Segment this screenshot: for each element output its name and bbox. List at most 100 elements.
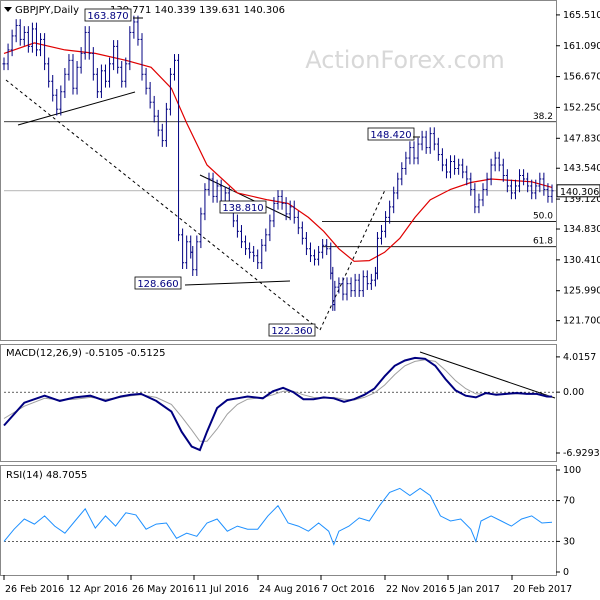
price-bar: [481, 183, 485, 207]
price-bar: [199, 207, 203, 249]
moving-average-layer: [3, 42, 553, 262]
rsi-y-tick-label: 70: [563, 496, 575, 507]
rsi-y-tick-label: 30: [563, 536, 575, 547]
price-bar: [353, 273, 357, 297]
price-bar: [272, 197, 276, 228]
price-bar: [140, 33, 144, 81]
price-bar: [34, 22, 38, 57]
price-bar: [400, 162, 404, 186]
rsi-line: [3, 487, 553, 546]
price-bar: [432, 127, 436, 151]
price-annotation-label: 128.660: [137, 279, 178, 290]
macd-y-tick-label: -6.9293: [563, 448, 600, 459]
dashed-trendline-lower: [319, 189, 386, 331]
price-bar: [469, 172, 473, 196]
price-bar: [10, 29, 14, 57]
price-y-tick-label: 130.410: [563, 255, 600, 266]
price-bar: [47, 57, 51, 88]
price-bar: [526, 172, 530, 193]
price-y-axis: 165.510 161.090 156.670 152.250 147.830 143.5…: [556, 10, 600, 327]
price-bar: [112, 40, 116, 71]
price-y-tick-label: 147.830: [563, 133, 600, 144]
macd-trendline: [419, 351, 556, 399]
last-price-box: [556, 184, 600, 198]
date-x-axis: 26 Feb 2016 12 Apr 2016 26 May 2016 11 Jul …: [3, 575, 572, 595]
price-bar: [333, 280, 337, 311]
price-bar: [215, 179, 219, 203]
price-bar: [59, 85, 63, 116]
price-y-tick-label: 139.120: [563, 194, 600, 205]
price-bar: [349, 277, 353, 297]
price-bar: [160, 123, 164, 147]
price-bar: [75, 61, 79, 95]
price-bar: [461, 158, 465, 179]
price-bar: [489, 158, 493, 186]
price-bar: [148, 81, 152, 109]
price-bar: [124, 57, 128, 88]
price-bar: [296, 211, 300, 235]
price-bar: [497, 151, 501, 172]
price-y-tick-label: 161.090: [563, 41, 600, 52]
price-bar: [345, 277, 349, 301]
ohlc-readout: 139.771 140.339 139.631 140.306: [110, 5, 285, 16]
price-bar: [513, 179, 517, 200]
price-bar: [534, 179, 538, 200]
price-bar: [292, 200, 296, 224]
price-bar: [152, 95, 156, 123]
price-bar: [43, 33, 47, 71]
price-bar: [509, 179, 513, 200]
price-bar: [412, 141, 416, 165]
price-bar: [369, 273, 373, 290]
price-annotation: 148.420: [367, 127, 415, 141]
price-bar: [436, 137, 440, 161]
price-bar: [181, 228, 185, 270]
price-bar: [103, 64, 107, 88]
price-bar: [284, 197, 288, 221]
price-bar: [264, 228, 268, 252]
x-tick-label: 5 Jan 2017: [449, 584, 500, 595]
price-annotations: 163.870 148.420 138.810 128.660 122.360: [84, 8, 420, 337]
price-bar: [396, 172, 400, 200]
price-bar: [26, 26, 30, 53]
price-bar: [22, 26, 26, 46]
price-bar: [365, 270, 369, 290]
price-bar: [239, 225, 243, 249]
price-bar: [538, 172, 542, 193]
price-panel: [0, 0, 557, 341]
price-bar: [71, 54, 75, 95]
price-bar: [63, 68, 67, 99]
fib-level-label: 50.0: [533, 212, 553, 222]
price-bar: [39, 33, 43, 57]
price-bar: [329, 242, 333, 280]
price-bar: [55, 88, 59, 116]
price-bar: [404, 151, 408, 175]
price-bar: [172, 54, 176, 81]
price-bar: [203, 183, 207, 221]
fib-level-label: 61.8: [533, 237, 553, 247]
support-trendline-top: [17, 91, 136, 126]
price-bar: [325, 238, 329, 256]
price-annotation: 122.360: [268, 323, 316, 337]
price-bar: [341, 277, 345, 301]
price-bar: [416, 137, 420, 165]
rsi-y-tick-label: 0: [563, 567, 569, 578]
x-tick-label: 22 Nov 2016: [386, 584, 447, 595]
price-bar: [542, 172, 546, 196]
price-horizontal-levels: 38.2 50.0 61.8: [4, 112, 556, 248]
price-bar: [485, 172, 489, 196]
price-bar: [136, 15, 140, 46]
price-bar: [373, 266, 377, 287]
price-bar: [91, 47, 95, 81]
x-tick-label: 26 May 2016: [132, 584, 194, 595]
price-bar: [550, 184, 554, 203]
price-bar: [248, 242, 252, 259]
collapse-triangle-icon[interactable]: [4, 7, 12, 12]
x-tick-label: 11 Jul 2016: [195, 584, 249, 595]
price-bar: [195, 235, 199, 276]
price-bar: [116, 40, 120, 74]
price-bar: [244, 235, 248, 256]
price-bar: [185, 235, 189, 270]
macd-y-axis: 4.0157 0.00 -6.9293: [556, 352, 600, 459]
price-bar: [457, 158, 461, 175]
